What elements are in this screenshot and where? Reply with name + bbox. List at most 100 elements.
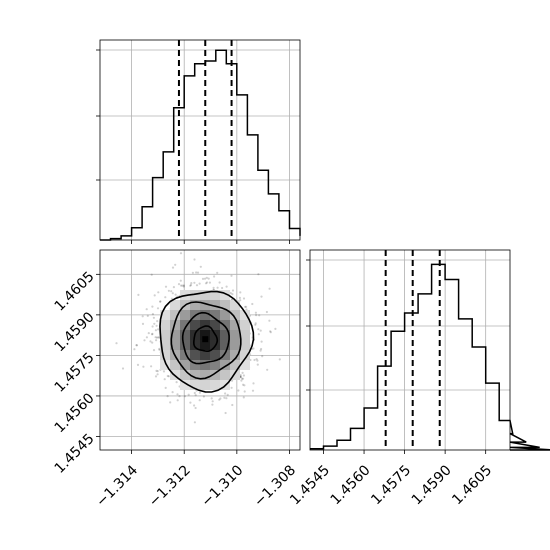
density-cell: [180, 350, 190, 360]
scatter-point: [223, 396, 226, 399]
scatter-point: [230, 274, 233, 277]
density-cell: [180, 310, 190, 320]
joint-xtick-label: −1.314: [93, 462, 141, 510]
density-cell: [200, 350, 210, 360]
hist-x-frame: [99, 39, 301, 241]
scatter-point: [278, 358, 281, 361]
scatter-point: [150, 365, 153, 368]
scatter-point: [226, 393, 229, 396]
density-peak: [202, 336, 209, 343]
scatter-point: [219, 397, 222, 400]
scatter-point: [187, 393, 190, 396]
scatter-point: [152, 349, 156, 352]
scatter-point: [174, 263, 177, 266]
density-cell: [180, 320, 190, 330]
scatter-point: [257, 273, 260, 276]
scatter-point: [153, 294, 156, 297]
density-cell: [180, 370, 190, 380]
scatter-point: [212, 286, 215, 289]
joint-frame: [99, 249, 301, 451]
scatter-point: [156, 320, 159, 323]
density-cell: [200, 290, 210, 300]
scatter-point: [253, 358, 256, 362]
scatter-point: [157, 336, 160, 339]
scatter-point: [254, 322, 257, 325]
scatter-point: [239, 376, 242, 379]
scatter-point: [237, 389, 240, 392]
scatter-point: [191, 271, 194, 274]
scatter-point: [156, 373, 159, 376]
scatter-point: [238, 296, 241, 299]
density-cell: [230, 370, 240, 380]
scatter-point: [211, 400, 214, 403]
scatter-point: [158, 347, 161, 350]
density-cell: [200, 300, 210, 310]
scatter-point: [193, 421, 196, 424]
scatter-point: [154, 329, 157, 332]
scatter-point: [207, 277, 210, 280]
scatter-point: [241, 377, 244, 380]
scatter-point: [261, 355, 264, 358]
scatter-point: [203, 277, 207, 280]
scatter-point: [167, 375, 170, 378]
density-cell: [160, 320, 170, 330]
scatter-point: [155, 336, 158, 339]
joint-ytick-label: 1.4560: [52, 390, 98, 436]
scatter-point: [151, 305, 154, 308]
scatter-point: [179, 252, 183, 255]
scatter-point: [155, 339, 158, 342]
hist-y-xtick-label: 1.4560: [328, 462, 374, 508]
scatter-point: [176, 399, 179, 402]
scatter-point: [269, 331, 272, 334]
density-cell: [190, 340, 200, 350]
scatter-point: [193, 281, 196, 284]
density-cell: [220, 370, 230, 380]
scatter-point: [164, 386, 167, 389]
density-cell: [190, 370, 200, 380]
scatter-point: [193, 258, 196, 261]
scatter-point: [229, 291, 232, 295]
scatter-point: [151, 341, 154, 344]
hist-y-xtick-label: 1.4575: [368, 462, 414, 508]
scatter-point: [260, 295, 263, 298]
scatter-point: [157, 328, 160, 331]
scatter-point: [213, 275, 216, 278]
density-cell: [220, 320, 230, 330]
scatter-point: [241, 377, 245, 380]
density-cell: [170, 360, 180, 370]
density-cell: [210, 350, 220, 360]
scatter-point: [260, 340, 263, 343]
density-cell: [240, 320, 250, 330]
scatter-point: [224, 392, 227, 395]
scatter-point: [245, 305, 248, 308]
scatter-point: [180, 284, 183, 287]
scatter-point: [195, 284, 199, 287]
scatter-point: [242, 374, 245, 377]
density-cell: [230, 360, 240, 370]
scatter-point: [145, 336, 148, 339]
density-cell: [180, 360, 190, 370]
scatter-point: [265, 310, 268, 314]
scatter-point: [252, 382, 255, 385]
scatter-point: [151, 325, 154, 328]
density-cell: [180, 380, 190, 390]
scatter-point: [205, 281, 209, 284]
joint-ytick-label: 1.4590: [52, 309, 98, 355]
scatter-point: [256, 359, 259, 362]
scatter-point: [189, 401, 192, 404]
hist-y-xtick-label: 1.4590: [409, 462, 455, 508]
density-cell: [230, 340, 240, 350]
scatter-point: [151, 333, 154, 336]
scatter-point: [260, 347, 263, 351]
scatter-point: [181, 284, 184, 287]
scatter-point: [211, 403, 214, 406]
scatter-point: [159, 300, 162, 303]
density-cell: [200, 360, 210, 370]
scatter-point: [216, 286, 219, 289]
density-cell: [200, 310, 210, 320]
scatter-point: [198, 282, 201, 285]
scatter-point: [147, 332, 150, 335]
density-cell: [190, 380, 200, 390]
scatter-point: [133, 348, 136, 351]
hist-y-frame: [309, 249, 511, 451]
